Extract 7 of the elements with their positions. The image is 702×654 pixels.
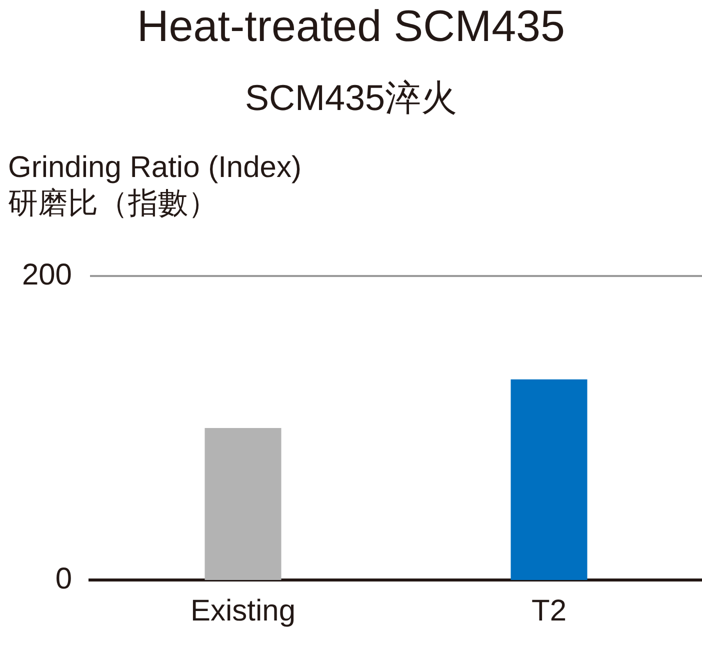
y-axis-title: Grinding Ratio (Index) 研磨比（指數） <box>8 150 302 222</box>
y-tick-label: 200 <box>22 258 72 292</box>
x-tick-label: T2 <box>531 594 567 628</box>
x-tick-label: Existing <box>190 594 296 628</box>
chart-subtitle: SCM435淬火 <box>244 76 458 120</box>
chart-title: Heat-treated SCM435 <box>136 2 566 52</box>
y-tick-label: 0 <box>55 562 72 596</box>
